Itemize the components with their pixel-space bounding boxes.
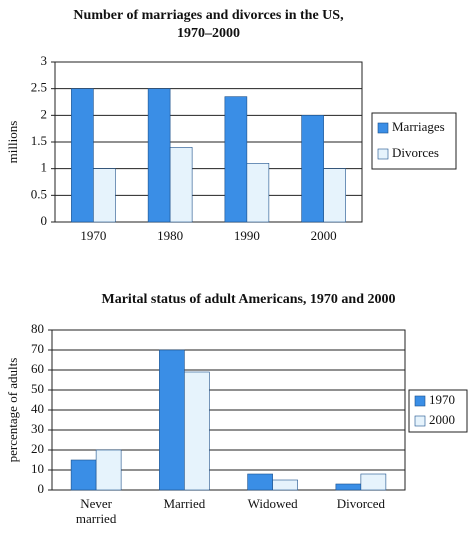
x-tick-label: 1980	[157, 228, 184, 243]
bar	[335, 483, 362, 491]
bar	[272, 479, 298, 491]
x-tick-label-box: 1980	[157, 228, 184, 243]
y-tick-label: 30	[31, 421, 44, 436]
x-tick-label-box: Never married	[75, 496, 117, 526]
bar	[95, 449, 122, 491]
x-tick-label: 1970	[80, 228, 107, 243]
y-tick-label: 3	[41, 53, 48, 68]
y-axis-label: millions	[5, 121, 20, 164]
y-tick-label: 50	[31, 381, 44, 396]
chart-title: Marital status of adult Americans, 1970 …	[102, 292, 396, 307]
legend-box	[371, 112, 457, 170]
x-tick-label: Never married	[75, 496, 117, 526]
y-tick-label: 2	[41, 106, 48, 121]
bar	[169, 147, 193, 223]
y-tick-label: 0.5	[31, 186, 47, 201]
x-tick-label: Widowed	[247, 496, 298, 511]
bar	[71, 88, 94, 223]
legend-label: 2000	[429, 412, 455, 427]
bar	[70, 459, 97, 491]
x-tick-label-box: 1990	[233, 228, 260, 243]
x-tick-label-box: Married	[163, 496, 206, 511]
bar	[323, 168, 346, 223]
y-tick-label: 1.5	[31, 133, 47, 148]
chart-title: 1970–2000	[177, 26, 240, 41]
x-tick-label: Divorced	[336, 496, 386, 511]
bar	[159, 349, 185, 491]
legend-swatch	[414, 395, 426, 407]
chart-title: Number of marriages and divorces in the …	[73, 8, 343, 23]
bar	[247, 473, 273, 491]
y-tick-label: 40	[31, 401, 44, 416]
legend-swatch	[377, 122, 389, 134]
bar	[147, 88, 171, 223]
y-tick-label: 80	[31, 321, 44, 336]
y-axis-label: percentage of adults	[5, 358, 20, 463]
bar	[93, 168, 116, 223]
x-tick-label-box: Divorced	[336, 496, 386, 511]
legend-label: 1970	[429, 392, 455, 407]
x-tick-label: 2000	[310, 228, 337, 243]
y-tick-label: 0	[38, 481, 45, 496]
legend-swatch	[414, 415, 426, 427]
bar	[301, 115, 324, 223]
x-tick-label-box: 2000	[310, 228, 337, 243]
legend-label: Divorces	[392, 145, 439, 160]
x-tick-label-box: Widowed	[247, 496, 298, 511]
bar	[246, 163, 270, 223]
y-tick-label: 60	[31, 361, 44, 376]
y-tick-label: 1	[41, 160, 48, 175]
y-tick-label: 10	[31, 461, 44, 476]
x-tick-label-box: 1970	[80, 228, 107, 243]
x-tick-label: 1990	[233, 228, 260, 243]
y-tick-label: 2.5	[31, 80, 47, 95]
legend-label: Marriages	[392, 119, 445, 134]
bar	[224, 96, 248, 223]
bar	[360, 473, 387, 491]
bar	[184, 371, 210, 491]
x-tick-label: Married	[163, 496, 206, 511]
y-tick-label: 20	[31, 441, 44, 456]
y-tick-label: 0	[41, 213, 48, 228]
legend-swatch	[377, 148, 389, 160]
y-tick-label: 70	[31, 341, 44, 356]
